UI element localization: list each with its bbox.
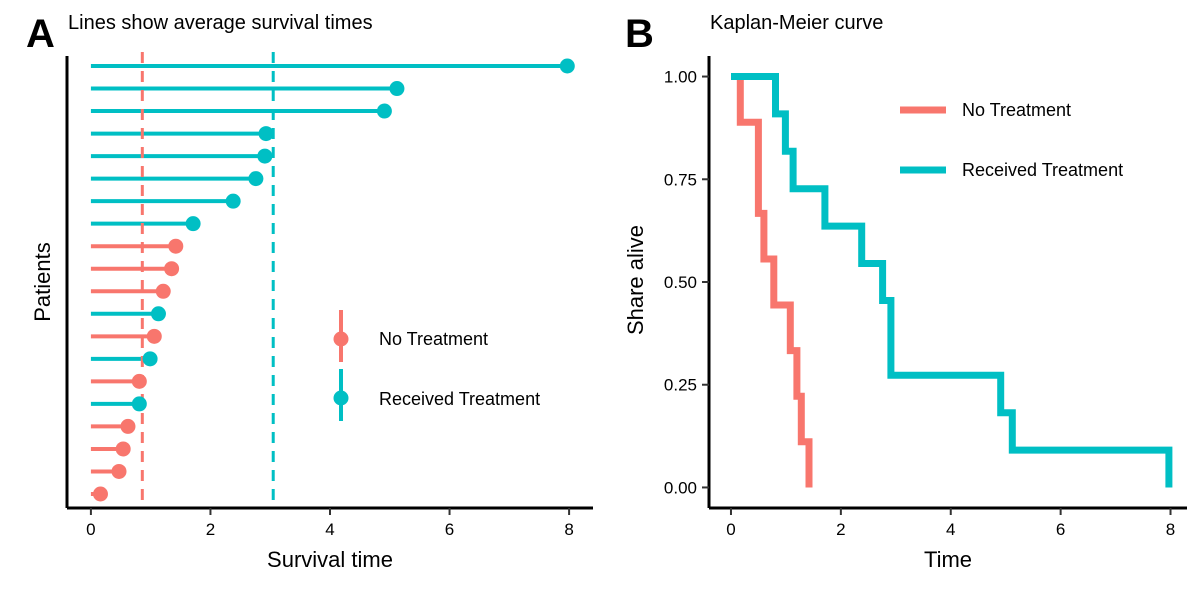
lollipop-dot-received-treatment	[559, 58, 575, 74]
panel-a-legend: No Treatment Received Treatment	[333, 310, 540, 421]
panel-a-y-axis-title: Patients	[30, 242, 55, 322]
legend-key-dot	[333, 390, 349, 406]
y-tick-label: 0.50	[664, 273, 697, 292]
lollipop-dot-received-treatment	[225, 193, 241, 209]
lollipop-dot-no-treatment	[168, 238, 184, 254]
y-tick-label: 1.00	[664, 68, 697, 87]
lollipop-dot-received-treatment	[248, 171, 264, 187]
lollipop-dot-received-treatment	[376, 103, 392, 119]
y-tick-label: 0.00	[664, 478, 697, 497]
panel-b: B Kaplan-Meier curve 0 2 4 6 8 0.00 0.25 0.50 0.…	[623, 12, 1187, 572]
x-tick-label: 4	[946, 520, 955, 539]
x-tick-label: 6	[1056, 520, 1065, 539]
panel-b-legend: No Treatment Received Treatment	[900, 100, 1123, 180]
lollipop-dot-no-treatment	[111, 463, 127, 479]
x-tick-label: 6	[445, 520, 454, 539]
x-tick-label: 8	[564, 520, 573, 539]
lollipop-dot-no-treatment	[164, 261, 180, 277]
legend-label-no-treatment: No Treatment	[962, 100, 1071, 120]
km-curve-no-treatment	[731, 73, 813, 488]
x-tick-label: 4	[325, 520, 334, 539]
legend-key-dot	[333, 331, 349, 347]
panel-b-letter: B	[625, 12, 654, 56]
lollipop-dot-no-treatment	[120, 418, 136, 434]
panel-a: A Lines show average survival times 0 2 4 6…	[26, 12, 593, 572]
lollipop-dot-no-treatment	[92, 486, 108, 502]
km-curve-received-treatment	[731, 73, 1173, 488]
panel-a-title: Lines show average survival times	[68, 12, 373, 34]
legend-label-no-treatment: No Treatment	[379, 329, 488, 349]
x-tick-label: 0	[86, 520, 95, 539]
lollipop-dot-received-treatment	[150, 306, 166, 322]
legend-key-no-treatment	[333, 310, 349, 362]
lollipop-dot-received-treatment	[389, 81, 405, 97]
x-tick-label: 0	[726, 520, 735, 539]
y-tick-label: 0.25	[664, 376, 697, 395]
x-tick-label: 8	[1166, 520, 1175, 539]
panel-a-axes: 0 2 4 6 8	[65, 56, 593, 539]
lollipop-dot-received-treatment	[258, 126, 274, 142]
legend-label-received-treatment: Received Treatment	[379, 389, 540, 409]
lollipop-dot-no-treatment	[131, 373, 147, 389]
legend-label-received-treatment: Received Treatment	[962, 160, 1123, 180]
lollipop-dot-no-treatment	[155, 283, 171, 299]
lollipop-dot-received-treatment	[257, 148, 273, 164]
lollipop-dot-no-treatment	[115, 441, 131, 457]
panel-b-axes: 0 2 4 6 8 0.00 0.25 0.50 0.75 1.00	[664, 56, 1187, 539]
panel-a-x-axis-title: Survival time	[267, 547, 393, 572]
x-tick-label: 2	[836, 520, 845, 539]
panel-a-data-layer	[90, 52, 575, 508]
panel-b-x-axis-title: Time	[924, 547, 972, 572]
panel-b-title: Kaplan-Meier curve	[710, 12, 883, 34]
lollipop-dot-received-treatment	[142, 351, 158, 367]
panel-b-data-layer	[731, 73, 1173, 488]
legend-key-received-treatment	[333, 369, 349, 421]
lollipop-dot-received-treatment	[131, 396, 147, 412]
lollipop-dot-received-treatment	[185, 216, 201, 232]
lollipop-dot-no-treatment	[146, 328, 162, 344]
panel-a-letter: A	[26, 12, 55, 56]
panel-b-y-axis-title: Share alive	[623, 225, 648, 335]
y-tick-label: 0.75	[664, 170, 697, 189]
x-tick-label: 2	[206, 520, 215, 539]
